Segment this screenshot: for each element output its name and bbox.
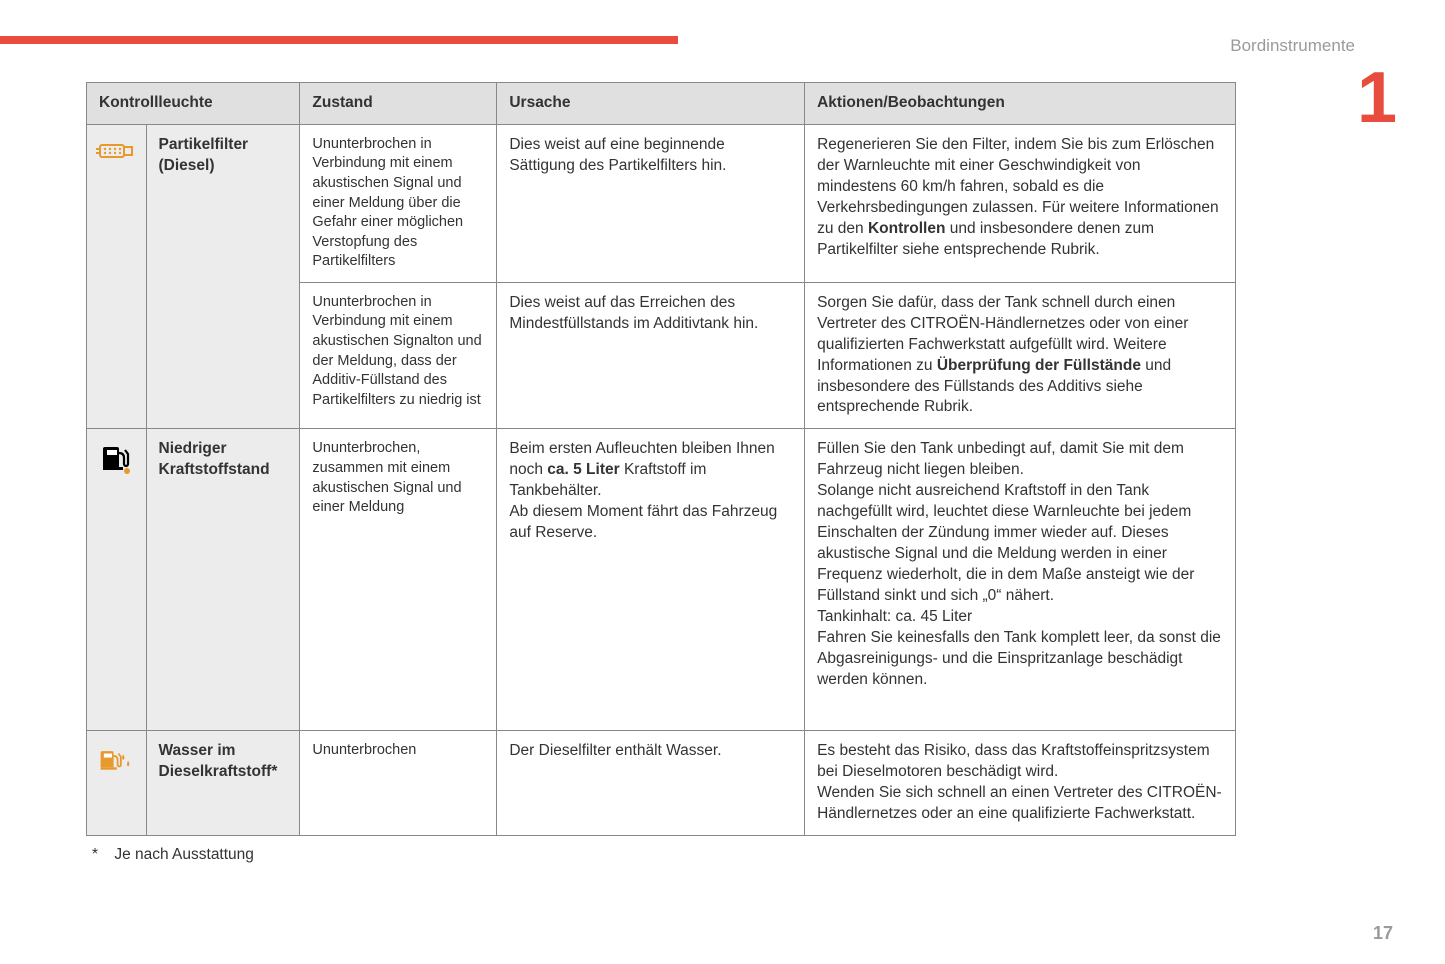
aktion-cell: Es besteht das Risiko, dass das Kraftsto… bbox=[805, 731, 1236, 836]
footnote: * Je nach Ausstattung bbox=[86, 846, 1236, 864]
ursache-cell: Dies weist auf eine beginnende Sättigung… bbox=[497, 124, 805, 282]
zustand-cell: Ununterbrochen, zusammen mit einem akust… bbox=[300, 429, 497, 731]
zustand-cell: Ununterbrochen in Verbindung mit einem a… bbox=[300, 282, 497, 429]
page-number: 17 bbox=[1373, 923, 1393, 944]
footnote-marker: * bbox=[92, 846, 110, 864]
indicator-name: Niedriger Kraftstoffstand bbox=[146, 429, 300, 731]
aktion-cell: Regenerieren Sie den Filter, indem Sie b… bbox=[805, 124, 1236, 282]
zustand-cell: Ununterbrochen in Verbindung mit einem a… bbox=[300, 124, 497, 282]
col-zustand: Zustand bbox=[300, 83, 497, 125]
ursache-cell: Der Dieselfilter enthält Wasser. bbox=[497, 731, 805, 836]
zustand-cell: Ununterbrochen bbox=[300, 731, 497, 836]
water-in-diesel-icon bbox=[99, 743, 133, 777]
icon-cell bbox=[87, 429, 147, 731]
fuel-low-icon bbox=[99, 441, 133, 475]
icon-cell bbox=[87, 124, 147, 428]
col-aktion: Aktionen/Beobachtungen bbox=[805, 83, 1236, 125]
bold-text: ca. 5 Liter bbox=[547, 461, 619, 478]
chapter-number: 1 bbox=[1357, 70, 1397, 128]
table-row: Wasser im Dieselkraftstoff* Ununterbroch… bbox=[87, 731, 1236, 836]
col-kontrollleuchte: Kontrollleuchte bbox=[87, 83, 300, 125]
section-label: Bordinstrumente bbox=[1230, 36, 1355, 56]
indicator-table: Kontrollleuchte Zustand Ursache Aktionen… bbox=[86, 82, 1236, 836]
ursache-cell: Dies weist auf das Erreichen des Mindest… bbox=[497, 282, 805, 429]
footnote-text: Je nach Ausstattung bbox=[114, 846, 254, 863]
table-row: Partikelfilter (Diesel) Ununterbrochen i… bbox=[87, 124, 1236, 282]
accent-bar bbox=[0, 36, 678, 44]
indicator-name: Partikelfilter (Diesel) bbox=[146, 124, 300, 428]
particle-filter-icon bbox=[96, 137, 136, 165]
aktion-cell: Sorgen Sie dafür, dass der Tank schnell … bbox=[805, 282, 1236, 429]
table-row: Niedriger Kraftstoffstand Ununterbrochen… bbox=[87, 429, 1236, 731]
bold-text: Überprüfung der Füllstände bbox=[937, 357, 1141, 374]
ursache-cell: Beim ersten Aufleuchten bleiben Ihnen no… bbox=[497, 429, 805, 731]
bold-text: Kontrollen bbox=[868, 220, 946, 237]
icon-cell bbox=[87, 731, 147, 836]
content-area: Kontrollleuchte Zustand Ursache Aktionen… bbox=[86, 82, 1236, 864]
aktion-cell: Füllen Sie den Tank unbedingt auf, damit… bbox=[805, 429, 1236, 731]
col-ursache: Ursache bbox=[497, 83, 805, 125]
indicator-name: Wasser im Dieselkraftstoff* bbox=[146, 731, 300, 836]
